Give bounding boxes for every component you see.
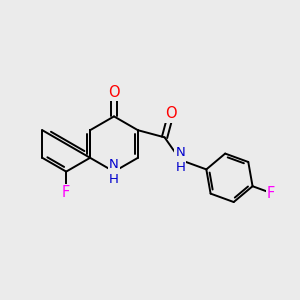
- Text: F: F: [267, 185, 275, 200]
- Text: O: O: [165, 106, 177, 122]
- Text: N
H: N H: [109, 158, 119, 186]
- Text: O: O: [108, 85, 120, 100]
- Text: F: F: [62, 185, 70, 200]
- Text: N
H: N H: [176, 146, 185, 174]
